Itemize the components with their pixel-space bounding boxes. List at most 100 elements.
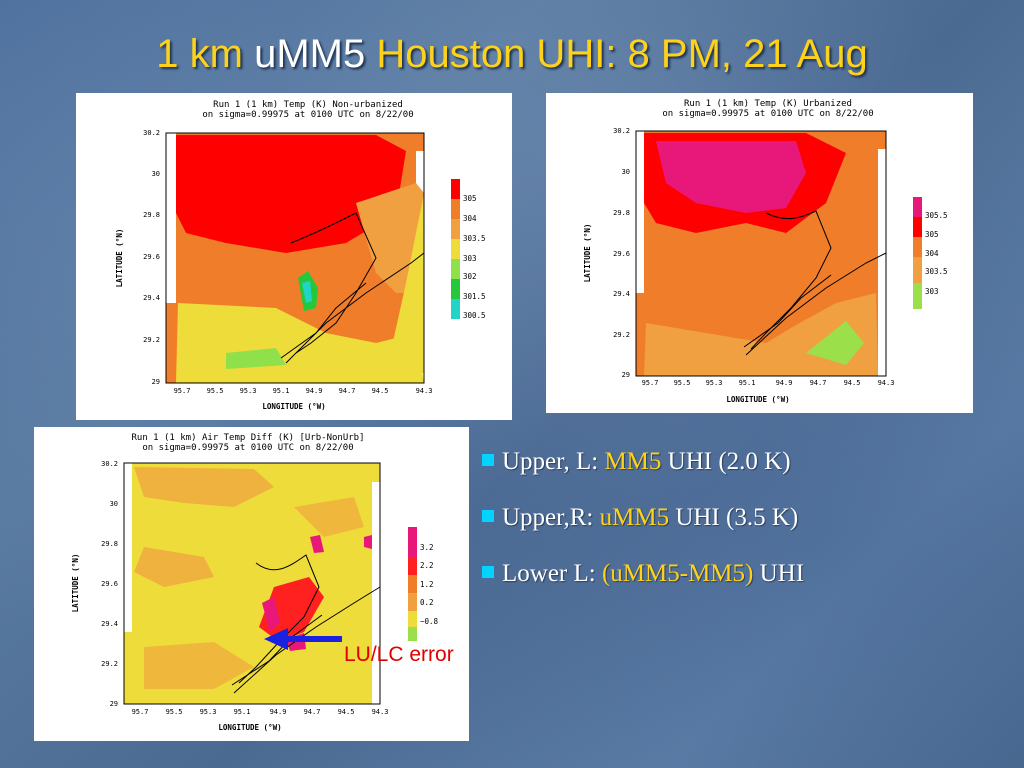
map-frame [165,132,425,384]
legend-label: 303.5 [463,234,486,243]
legend-label: 301.5 [463,292,486,301]
legend-label: 305.5 [925,211,948,220]
bullet-item: Lower L: (uMM5-MM5) UHI [482,560,1002,588]
bullet-item: Upper, L: MM5 UHI (2.0 K) [482,448,1002,476]
y-tick-label: 29.4 [143,294,160,302]
y-tick-label: 30 [110,500,118,508]
x-tick-label: 94.3 [878,379,895,387]
x-tick-label: 95.7 [642,379,659,387]
x-tick-label: 94.7 [304,708,321,716]
x-axis-ticks: 95.7 95.5 95.3 95.1 94.9 94.7 94.5 94.3 [174,387,433,395]
bullet-square-icon [482,566,494,579]
x-tick-label: 94.9 [270,708,287,716]
x-tick-label: 95.3 [706,379,723,387]
legend-label: 3.2 [420,543,434,552]
bullet-text: UHI (3.5 K) [669,504,799,531]
y-tick-label: 29.6 [101,580,118,588]
bullet-text: Lower L: [502,560,602,587]
y-tick-label: 30.2 [143,129,160,137]
legend-label: 304 [925,249,939,258]
legend-label: 304 [463,214,477,223]
y-axis-ticks: 30.2 30 29.8 29.6 29.4 29.2 29 [143,129,160,386]
color-legend: 3.2 2.2 1.2 0.2 −0.8 [408,527,439,641]
x-axis-label: LONGITUDE (°W) [218,723,281,732]
legend-label: 303 [925,287,939,296]
title-part-3: Houston UHI: 8 PM, 21 Aug [365,32,868,76]
x-tick-label: 94.3 [416,387,433,395]
x-tick-label: 95.3 [200,708,217,716]
y-tick-label: 29.2 [613,331,630,339]
x-tick-label: 95.7 [132,708,149,716]
y-tick-label: 29.6 [613,250,630,258]
y-tick-label: 30.2 [613,127,630,135]
map-frame [123,462,381,705]
y-tick-label: 29 [152,378,160,386]
legend-label: 305 [463,194,477,203]
y-axis-label: LATITUDE (°N) [71,554,80,613]
map-panel-urbanized: Run 1 (1 km) Temp (K) Urbanized on sigma… [546,93,973,413]
map-panel-difference: Run 1 (1 km) Air Temp Diff (K) [Urb-NonU… [34,427,469,741]
panel-header-line-2: on sigma=0.99975 at 0100 UTC on 8/22/00 [142,443,353,453]
x-tick-label: 95.1 [273,387,290,395]
y-tick-label: 29.2 [101,660,118,668]
slide-title: 1 km uMM5 Houston UHI: 8 PM, 21 Aug [0,32,1024,77]
bullet-item: Upper,R: uMM5 UHI (3.5 K) [482,504,1002,532]
legend-label: 303.5 [925,267,948,276]
x-tick-label: 94.3 [372,708,389,716]
title-part-1: 1 km [156,32,255,76]
y-axis-ticks: 30.2 30 29.8 29.6 29.4 29.2 29 [613,127,630,379]
legend-label: 305 [925,230,939,239]
y-tick-label: 29.8 [613,209,630,217]
color-legend: 305 304 303.5 303 302 301.5 300.5 [451,179,486,320]
x-tick-label: 95.3 [240,387,257,395]
y-tick-label: 29.4 [101,620,118,628]
y-tick-label: 29 [110,700,118,708]
x-axis-ticks: 95.7 95.5 95.3 95.1 94.9 94.7 94.5 94.3 [642,379,895,387]
y-tick-label: 29 [622,371,630,379]
y-axis-ticks: 30.2 30 29.8 29.6 29.4 29.2 29 [101,460,118,708]
bullet-square-icon [482,510,494,523]
temperature-diff-field [123,462,381,705]
temperature-field [635,130,887,377]
x-tick-label: 94.7 [810,379,827,387]
legend-label: 1.2 [420,580,434,589]
legend-label: 302 [463,272,477,281]
bullet-text: Upper, L: [502,448,605,475]
y-axis-label: LATITUDE (°N) [115,229,124,288]
title-part-2: uMM5 [254,32,366,76]
x-tick-label: 94.9 [776,379,793,387]
legend-label: 2.2 [420,561,434,570]
x-axis-label: LONGITUDE (°W) [726,395,789,404]
y-tick-label: 29.4 [613,290,630,298]
bullet-square-icon [482,454,494,467]
legend-label: 300.5 [463,311,486,320]
x-axis-label: LONGITUDE (°W) [262,402,325,411]
bullet-text: Upper,R: [502,504,600,531]
y-tick-label: 30 [622,168,630,176]
panel-header-line-2: on sigma=0.99975 at 0100 UTC on 8/22/00 [202,110,413,120]
map-frame [635,130,887,377]
bullet-highlight: uMM5 [599,504,670,531]
panel-header-line-2: on sigma=0.99975 at 0100 UTC on 8/22/00 [662,109,873,119]
temperature-field [165,132,425,384]
legend-label: 0.2 [420,598,434,607]
x-tick-label: 95.5 [207,387,224,395]
y-tick-label: 29.2 [143,336,160,344]
x-tick-label: 94.7 [339,387,356,395]
x-tick-label: 95.5 [166,708,183,716]
color-legend: 305.5 305 304 303.5 303 [913,197,948,309]
y-axis-label: LATITUDE (°N) [583,224,592,283]
y-tick-label: 29.6 [143,253,160,261]
panel-header-line-1: Run 1 (1 km) Air Temp Diff (K) [Urb-NonU… [132,433,365,443]
bullet-highlight: (uMM5-MM5) [601,560,754,587]
y-tick-label: 30.2 [101,460,118,468]
y-tick-label: 29.8 [101,540,118,548]
lulc-error-label: LU/LC error [344,643,454,666]
bullet-text: UHI [753,560,805,587]
panel-header-line-1: Run 1 (1 km) Temp (K) Non-urbanized [213,100,403,110]
map-panel-nonurbanized: Run 1 (1 km) Temp (K) Non-urbanized on s… [76,93,512,420]
x-axis-ticks: 95.7 95.5 95.3 95.1 94.9 94.7 94.5 94.3 [132,708,389,716]
bullet-highlight: MM5 [604,448,662,475]
legend-label: −0.8 [420,617,439,626]
lulc-error-arrow [264,628,342,650]
